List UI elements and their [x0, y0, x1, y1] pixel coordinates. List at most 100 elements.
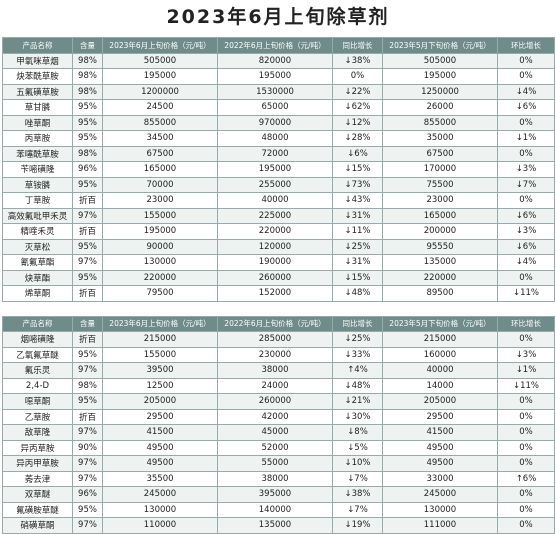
cell: 0% [497, 145, 555, 162]
cell: 67500 [382, 145, 498, 162]
cell: ↓31% [332, 207, 383, 224]
cell: 111000 [382, 517, 498, 534]
cell: 氟乐灵 [2, 362, 73, 379]
cell: 195000 [217, 161, 333, 178]
header-row: 产品名称 含量 2023年6月上旬价格（元/吨） 2022年6月上旬价格（元/吨） 同比… [2, 37, 555, 54]
cell: 异丙草胺 [2, 439, 73, 456]
cell: 0% [497, 68, 555, 85]
header-row: 产品名称 含量 2023年6月上旬价格（元/吨） 2022年6月上旬价格（元/吨） 同比… [2, 315, 555, 332]
cell: 260000 [217, 393, 333, 410]
cell: ↓6% [497, 99, 555, 116]
cell: 0% [497, 486, 555, 503]
cell: 195000 [382, 68, 498, 85]
cell: 35000 [382, 130, 498, 147]
cell: ↓38% [332, 52, 383, 69]
cell: 98% [72, 68, 103, 85]
cell: 90000 [102, 238, 218, 255]
table-row: 炔草酯 95% 220000 260000 ↓15% 220000 0% [2, 269, 555, 286]
cell: 190000 [217, 254, 333, 271]
table-row: 苯噻酰草胺 98% 67500 72000 ↓6% 67500 0% [2, 145, 555, 162]
title: 2023年6月上旬除草剂 [166, 6, 390, 28]
cell: 215000 [382, 331, 498, 348]
cell: 505000 [102, 52, 218, 69]
cell: ↓33% [332, 346, 383, 363]
cell: 95% [72, 346, 103, 363]
cell: ↓31% [332, 254, 383, 271]
cell: 96% [72, 486, 103, 503]
cell: 33000 [382, 470, 498, 487]
cell: 89500 [382, 285, 498, 302]
table-row: 苄嘧磺隆 96% 165000 195000 ↓15% 170000 ↓3% [2, 161, 555, 178]
table-row: 唑草酮 95% 855000 970000 ↓12% 855000 0% [2, 114, 555, 131]
table-row: 乙氧氟草醚 95% 155000 230000 ↓33% 160000 ↓3% [2, 346, 555, 363]
cell: 39500 [102, 362, 218, 379]
cell: 1530000 [217, 83, 333, 100]
cell: 41500 [382, 424, 498, 441]
cell: ↓15% [332, 161, 383, 178]
cell: 49500 [382, 439, 498, 456]
cell: 45000 [217, 424, 333, 441]
cell: 155000 [102, 346, 218, 363]
cell: 220000 [382, 269, 498, 286]
cell: 79500 [102, 285, 218, 302]
table-row: 精喹禾灵 折百 195000 220000 ↓11% 200000 ↓3% [2, 223, 555, 240]
cell: 95% [72, 130, 103, 147]
column-header: 环比增长 [497, 315, 555, 332]
cell: 135000 [382, 254, 498, 271]
cell: 98% [72, 52, 103, 69]
table-row: 草甘膦 95% 24500 65000 ↓62% 26000 ↓6% [2, 99, 555, 116]
column-header: 2023年6月上旬价格（元/吨） [102, 315, 218, 332]
table-row: 丁草胺 折百 23000 40000 ↓43% 23000 0% [2, 192, 555, 209]
column-header: 含量 [72, 315, 103, 332]
table-row: 乙草胺 折百 29500 42000 ↓30% 29500 0% [2, 408, 555, 425]
table-row: 烟嘧磺隆 折百 215000 285000 ↓25% 215000 0% [2, 331, 555, 348]
column-header: 产品名称 [2, 37, 73, 54]
cell: 五氟磺草胺 [2, 83, 73, 100]
cell: 67500 [102, 145, 218, 162]
cell: 200000 [382, 223, 498, 240]
cell: 0% [497, 269, 555, 286]
cell: 215000 [102, 331, 218, 348]
cell: ↓8% [332, 424, 383, 441]
cell: 35500 [102, 470, 218, 487]
cell: 97% [72, 470, 103, 487]
cell: ↓38% [332, 486, 383, 503]
cell: 49500 [102, 439, 218, 456]
column-header: 同比增长 [332, 315, 383, 332]
cell: 苄嘧磺隆 [2, 161, 73, 178]
cell: 0% [497, 455, 555, 472]
cell: 高效氟吡甲禾灵 [2, 207, 73, 224]
cell: 23000 [382, 192, 498, 209]
cell: ↓25% [332, 238, 383, 255]
table-row: 草铵膦 95% 70000 255000 ↓73% 75500 ↓7% [2, 176, 555, 193]
cell: 24500 [102, 99, 218, 116]
cell: 折百 [72, 285, 103, 302]
cell: 505000 [382, 52, 498, 69]
column-header: 同比增长 [332, 37, 383, 54]
table-row: 氟乐灵 97% 39500 38000 ↑4% 40000 ↓1% [2, 362, 555, 379]
cell: 噁草酮 [2, 393, 73, 410]
cell: ↓7% [497, 176, 555, 193]
column-header: 含量 [72, 37, 103, 54]
cell: 225000 [217, 207, 333, 224]
cell: 异丙甲草胺 [2, 455, 73, 472]
table-row: 五氟磺草胺 98% 1200000 1530000 ↓22% 1250000 ↓4% [2, 83, 555, 100]
cell: 1200000 [102, 83, 218, 100]
cell: 折百 [72, 408, 103, 425]
cell: ↓11% [497, 377, 555, 394]
cell: 12500 [102, 377, 218, 394]
table-row: 噁草酮 95% 205000 260000 ↓21% 205000 0% [2, 393, 555, 410]
column-header: 环比增长 [497, 37, 555, 54]
cell: ↓4% [497, 254, 555, 271]
cell: 230000 [217, 346, 333, 363]
cell: 130000 [102, 254, 218, 271]
cell: 0% [497, 114, 555, 131]
cell: 95% [72, 238, 103, 255]
cell: ↓1% [497, 362, 555, 379]
table-row: 2,4-D 98% 12500 24000 ↓48% 14000 ↓11% [2, 377, 555, 394]
table-row: 敌草隆 97% 41500 45000 ↓8% 41500 0% [2, 424, 555, 441]
table-row: 甲氧咪草烟 98% 505000 820000 ↓38% 505000 0% [2, 52, 555, 69]
cell: 95% [72, 393, 103, 410]
table-row: 丙草胺 95% 34500 48000 ↓28% 35000 ↓1% [2, 130, 555, 147]
